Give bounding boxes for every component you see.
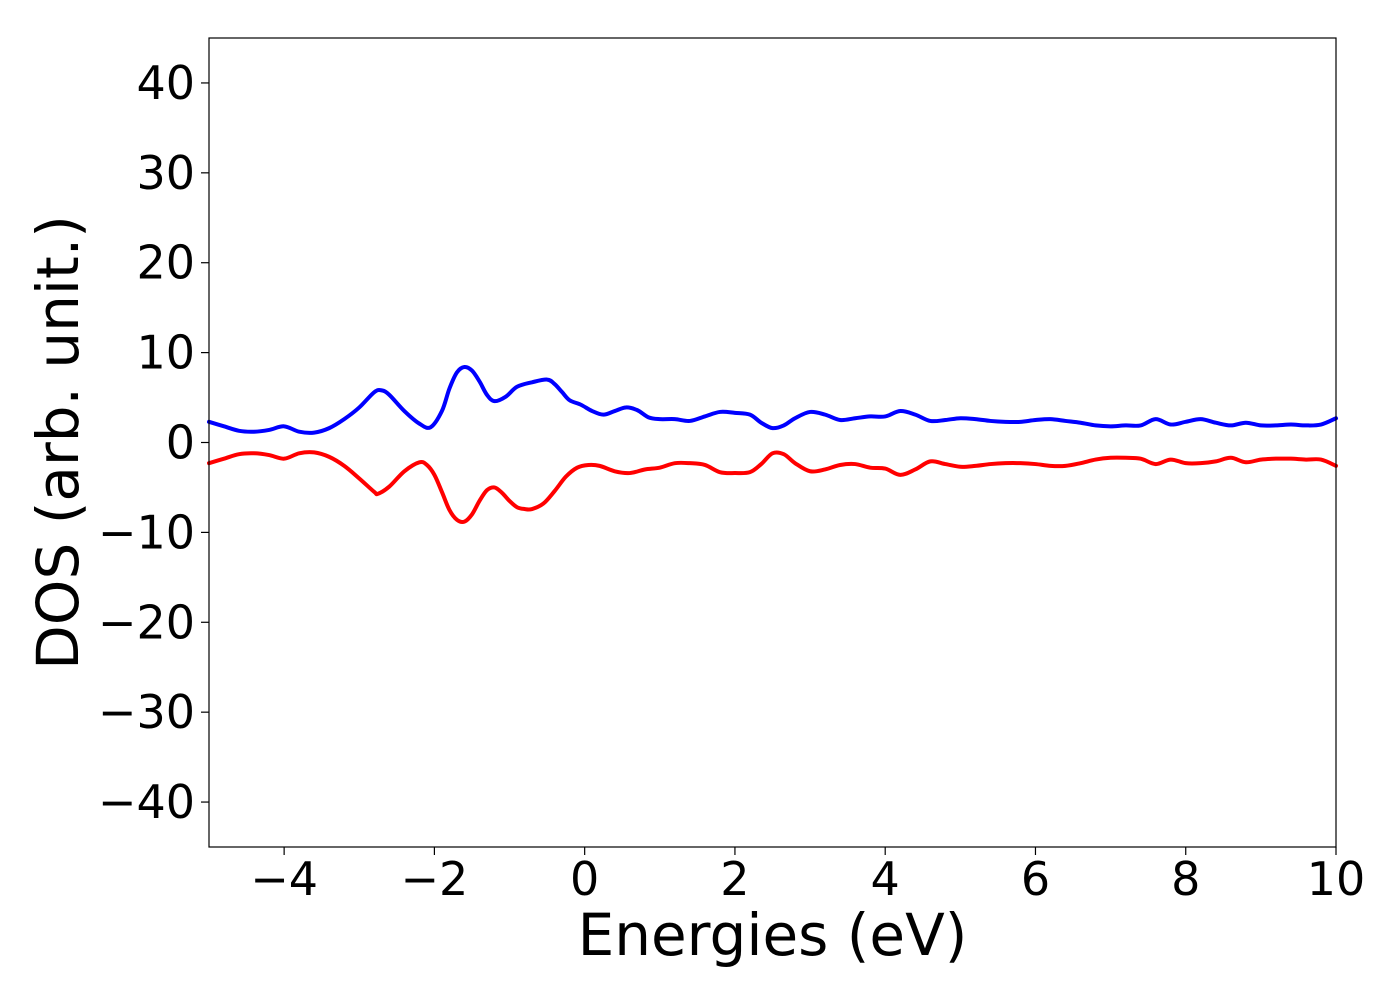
y-tick-label: 0	[166, 416, 195, 470]
y-tick-label: 10	[136, 326, 195, 380]
series-line-red	[207, 450, 1338, 524]
y-tick-label: 20	[136, 236, 195, 290]
y-tick-label: 30	[136, 146, 195, 200]
x-tick-label: 10	[1307, 852, 1366, 906]
x-axis-ticks: −4 −2 0 2 4 6 8 10	[250, 847, 1365, 906]
y-tick-label: −40	[98, 775, 195, 829]
x-tick-label: 4	[871, 852, 900, 906]
x-axis-label: Energies (eV)	[578, 901, 968, 969]
x-tick-label: 2	[720, 852, 749, 906]
x-tick-label: −4	[250, 852, 318, 906]
y-axis-label: DOS (arb. unit.)	[24, 215, 92, 670]
y-axis-ticks: 40 30 20 10 0 −10 −20 −30 −40	[98, 56, 209, 829]
series-layer	[207, 364, 1338, 524]
x-tick-label: 0	[570, 852, 599, 906]
plot-frame	[208, 37, 1337, 848]
y-tick-label: −20	[98, 595, 195, 649]
y-tick-label: 40	[136, 56, 195, 110]
series-line-blue	[207, 364, 1338, 435]
y-tick-label: −30	[98, 685, 195, 739]
y-tick-label: −10	[98, 505, 195, 559]
x-tick-label: 6	[1021, 852, 1050, 906]
x-tick-label: 8	[1171, 852, 1200, 906]
x-tick-label: −2	[400, 852, 468, 906]
